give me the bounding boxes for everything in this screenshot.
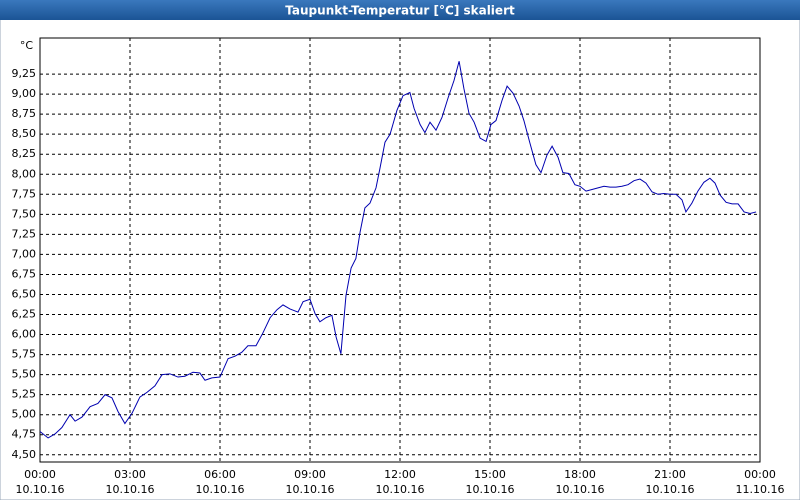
y-tick-label: 8,75 (12, 107, 37, 120)
x-tick-label: 10.10.16 (466, 483, 515, 496)
x-tick-label: 10.10.16 (16, 483, 65, 496)
x-tick-label: 10.10.16 (646, 483, 695, 496)
x-tick-label: 21:00 (654, 468, 686, 481)
x-tick-label: 10.10.16 (196, 483, 245, 496)
y-tick-label: 7,00 (12, 247, 37, 260)
y-tick-label: 6,75 (12, 267, 37, 280)
x-tick-label: 09:00 (294, 468, 326, 481)
y-tick-label: 8,50 (12, 127, 37, 140)
y-tick-label: 9,25 (12, 67, 37, 80)
x-tick-label: 06:00 (204, 468, 236, 481)
y-tick-label: 5,00 (12, 408, 37, 421)
title-bar (0, 0, 800, 20)
x-tick-label: 00:00 (744, 468, 776, 481)
x-tick-label: 10.10.16 (106, 483, 155, 496)
y-tick-label: 4,50 (12, 448, 37, 461)
y-tick-label: 7,25 (12, 227, 37, 240)
x-tick-label: 10.10.16 (286, 483, 335, 496)
x-tick-label: 00:00 (24, 468, 56, 481)
x-tick-label: 10.10.16 (376, 483, 425, 496)
y-tick-label: 6,25 (12, 308, 37, 321)
chart-title: Taupunkt-Temperatur [°C] skaliert (285, 4, 515, 18)
x-tick-label: 10.10.16 (556, 483, 605, 496)
x-tick-label: 11.10.16 (736, 483, 785, 496)
x-tick-label: 15:00 (474, 468, 506, 481)
data-line (39, 61, 757, 439)
y-tick-label: 6,00 (12, 328, 37, 341)
x-tick-label: 03:00 (114, 468, 146, 481)
y-tick-label: 4,75 (12, 428, 37, 441)
y-tick-label: 7,50 (12, 207, 37, 220)
y-tick-label: 5,75 (12, 348, 37, 361)
y-unit: °C (20, 39, 34, 52)
y-tick-label: 8,00 (12, 167, 37, 180)
y-tick-label: 5,50 (12, 368, 37, 381)
y-tick-label: 6,50 (12, 287, 37, 300)
y-tick-label: 5,25 (12, 388, 37, 401)
y-tick-label: 9,00 (12, 87, 37, 100)
x-tick-label: 18:00 (564, 468, 596, 481)
x-tick-label: 12:00 (384, 468, 416, 481)
y-tick-label: 7,75 (12, 187, 37, 200)
y-tick-label: 8,25 (12, 147, 37, 160)
